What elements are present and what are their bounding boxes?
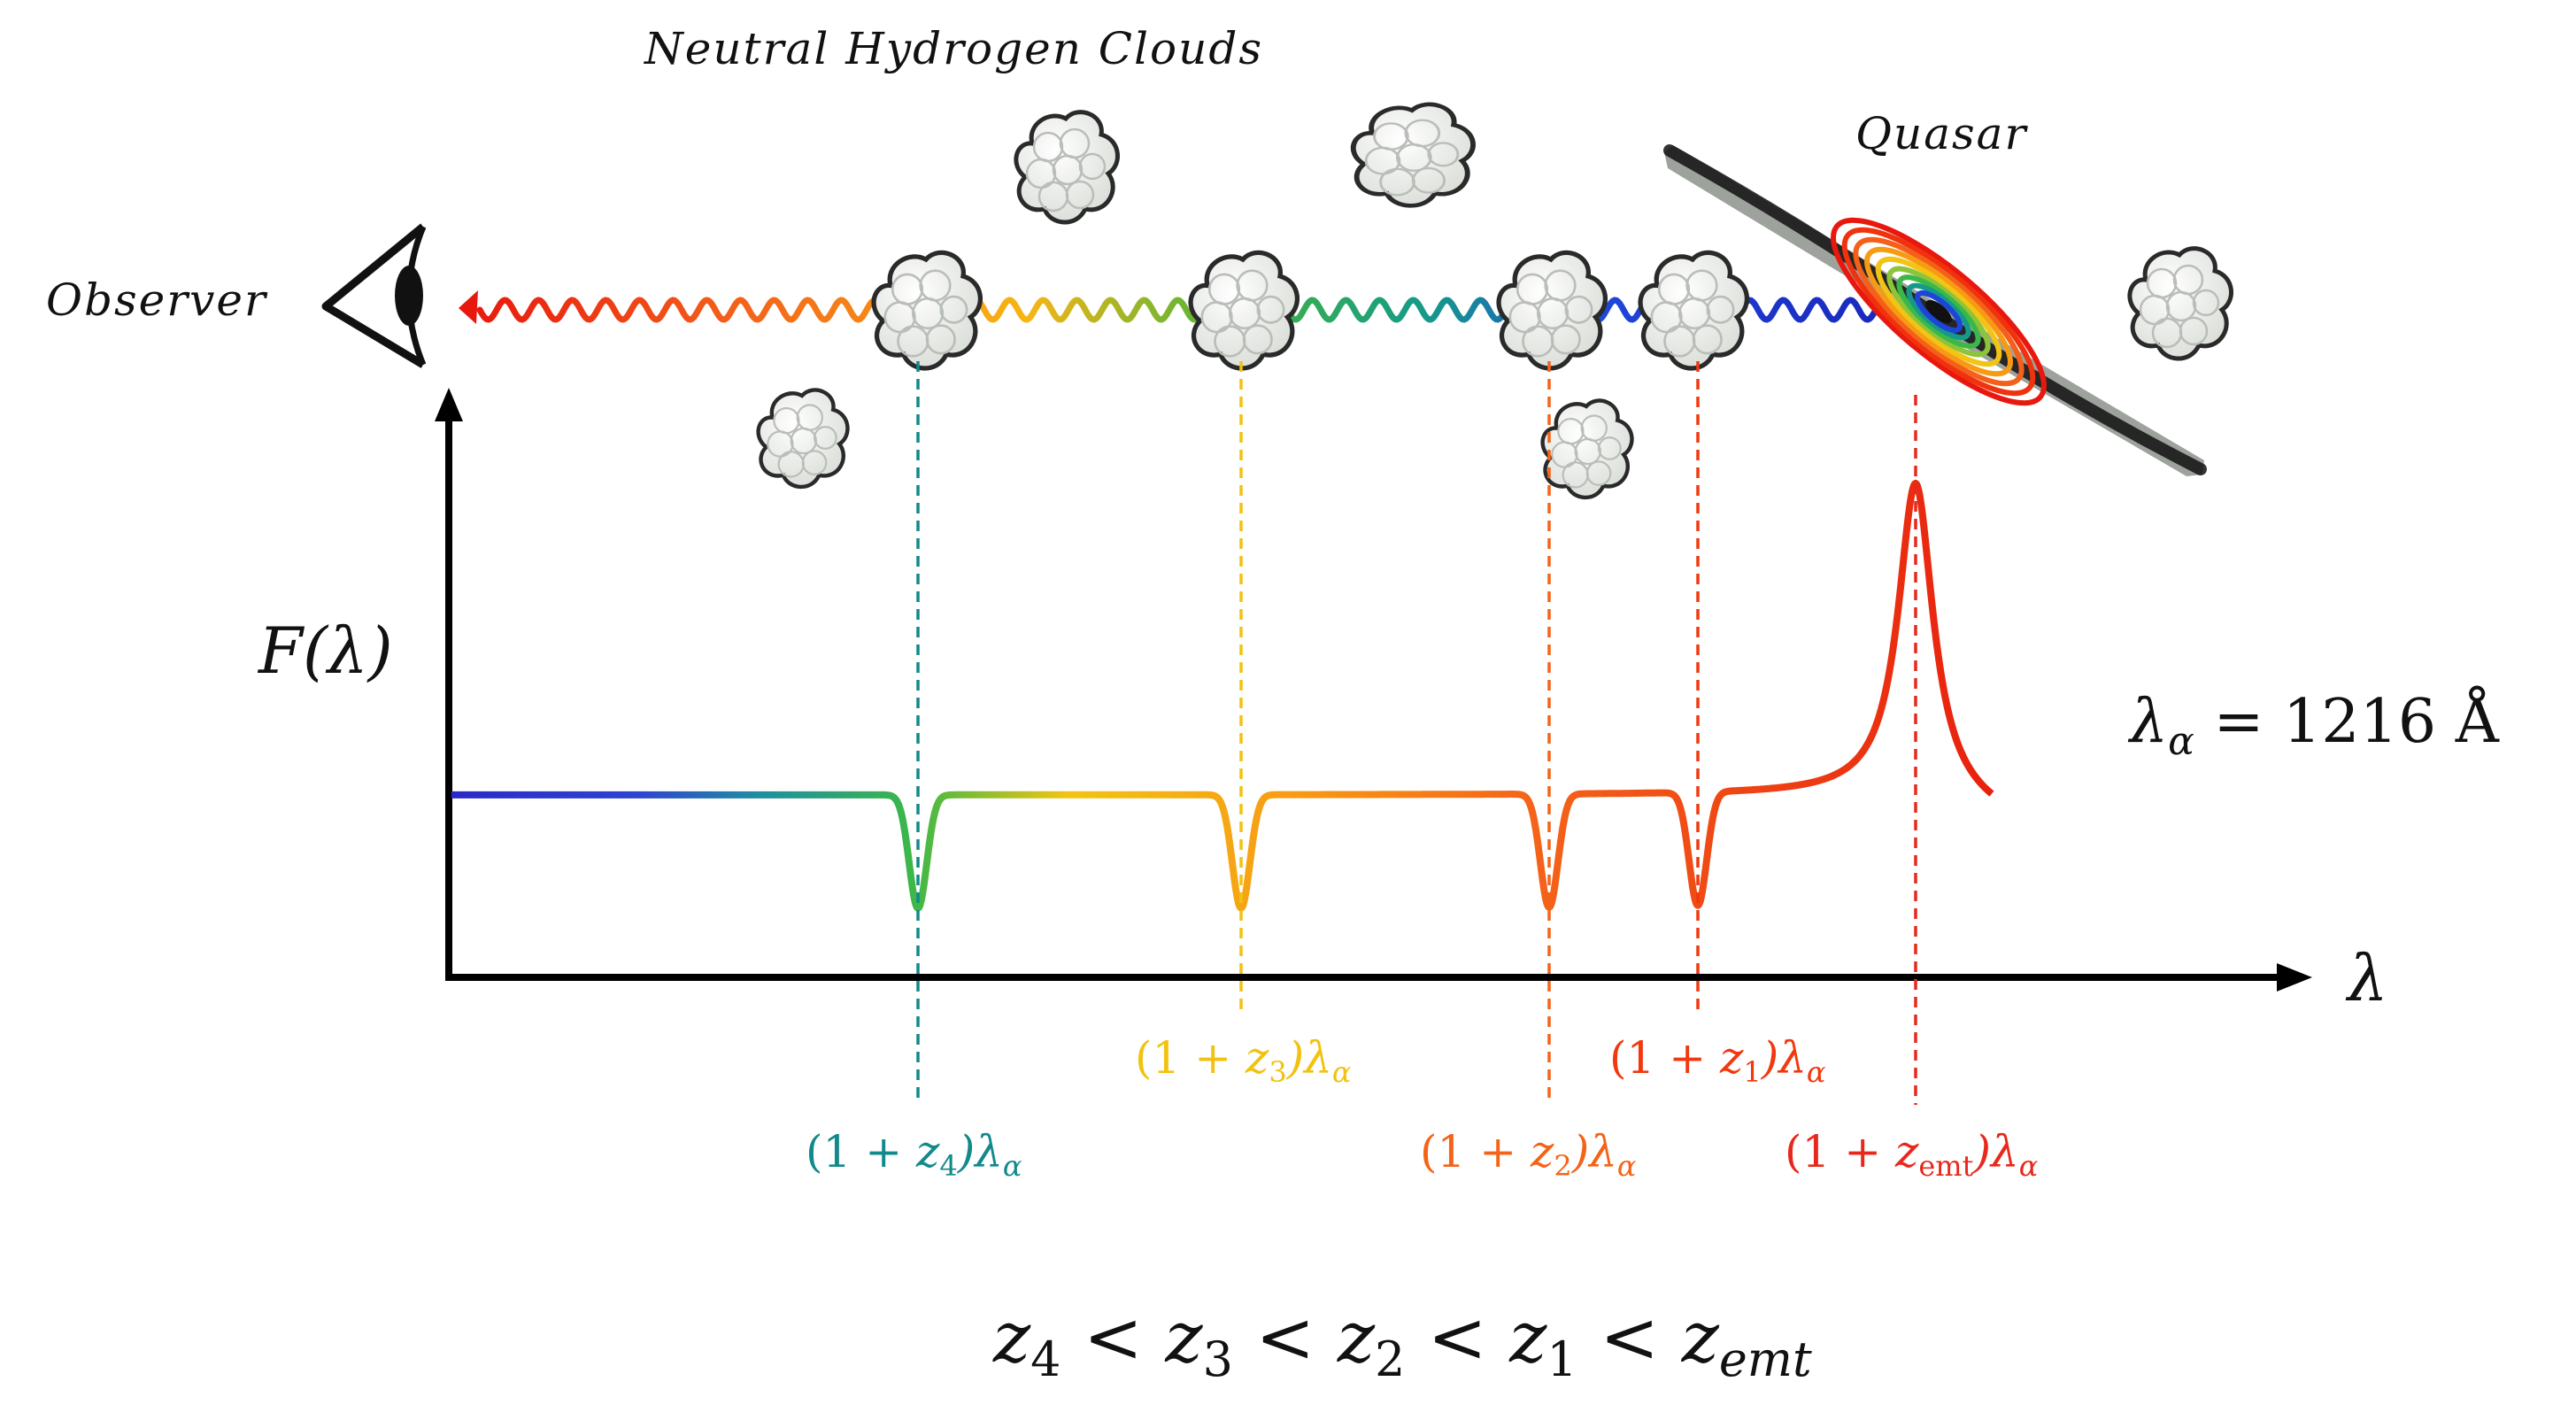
label-z4: (1 + z4)λα	[806, 1126, 1022, 1183]
cloud-icon	[1354, 104, 1473, 205]
label-z3: (1 + z3)λα	[1135, 1032, 1352, 1089]
x-axis	[445, 963, 2312, 992]
y-axis	[435, 388, 463, 977]
cloud-icon	[874, 252, 980, 368]
quasar-icon	[1663, 144, 2207, 476]
spectrum-curve	[449, 480, 1994, 912]
y-axis-label: F(λ)	[257, 614, 393, 688]
cloud-icon	[1543, 400, 1632, 497]
clouds-title: Neutral Hydrogen Clouds	[644, 23, 1263, 74]
wave-arrowhead	[459, 290, 478, 324]
x-axis-label: λ	[2345, 941, 2388, 1015]
cloud-icon	[1191, 252, 1297, 368]
cloud-icon	[1499, 252, 1605, 368]
label-z1: (1 + z1)λα	[1609, 1032, 1826, 1089]
redshift-inequality: z4 < z3 < z2 < z1 < zemt	[992, 1296, 1812, 1393]
observer-label: Observer	[46, 274, 268, 326]
label-zemt: (1 + zemt)λα	[1785, 1126, 2038, 1183]
quasar-label: Quasar	[1855, 108, 2028, 159]
cloud-icon	[1016, 112, 1118, 222]
label-z2: (1 + z2)λα	[1420, 1126, 1637, 1183]
eye-icon	[321, 223, 427, 368]
cloud-icon	[759, 390, 848, 486]
cloud-icon	[1640, 252, 1747, 368]
absorber-guides	[916, 361, 1917, 1105]
lyman-alpha-equation: λα = 1216 Å	[2127, 686, 2500, 764]
cloud-icon	[2130, 249, 2232, 359]
